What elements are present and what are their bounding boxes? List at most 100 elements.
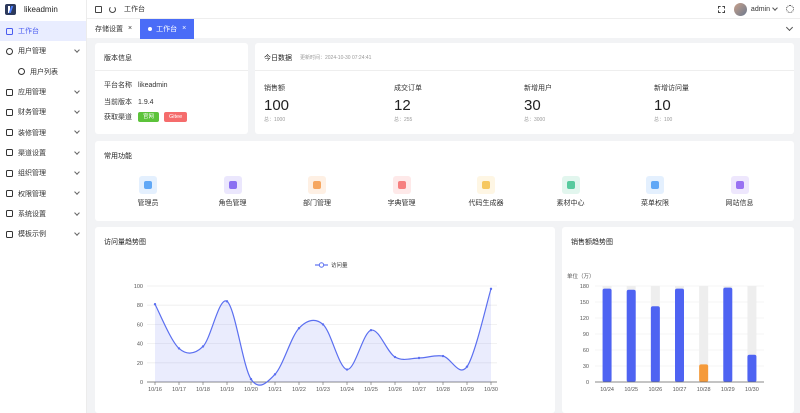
visits-trend-card: 访问量趋势图 0 20 40 60 80 100 10/16 10/17 10/18 10/19 1… (95, 227, 555, 413)
official-site-button[interactable]: 官网 (138, 112, 160, 122)
system-settings-icon (6, 210, 13, 218)
data-point (153, 303, 157, 306)
channel-settings-icon (6, 149, 13, 157)
material-icon (561, 176, 580, 194)
sidebar-menu: 工作台用户管理用户列表 应用管理 财务管理 装修管理 渠道设置组织管理权限管理系统设置模… (0, 21, 86, 244)
website-info-icon (730, 176, 749, 194)
sidebar-item-label: 工作台 (18, 28, 39, 36)
quick-functions-card: 常用功能 管理员 角色管理 部门管理 字典管理 代码生成器 素材中心 菜单权限 网站信息 (95, 141, 794, 221)
y-tick-label: 40 (137, 342, 143, 348)
x-tick-label: 10/30 (484, 387, 498, 393)
legend-marker (318, 262, 325, 268)
quick-item[interactable]: 菜单权限 (620, 176, 690, 208)
admin-icon (139, 176, 157, 194)
stat-visits-value: 10 (654, 97, 671, 114)
tab-workbench[interactable]: 工作台 × (140, 18, 195, 39)
sidebar-item-app-management[interactable]: 应用管理 (0, 82, 86, 102)
y-tick-label: 30 (583, 364, 589, 370)
refresh-icon[interactable] (109, 5, 116, 13)
chevron-down-icon (74, 108, 80, 115)
x-tick-label: 10/25 (364, 387, 378, 393)
data-point (369, 328, 373, 332)
decoration-management-icon (6, 129, 13, 137)
collapse-sidebar-icon[interactable] (95, 5, 102, 13)
stat-sales-total: 总：1000 (264, 117, 286, 123)
app-management-icon (6, 88, 13, 96)
sidebar-item-system-settings[interactable]: 系统设置 (0, 204, 86, 224)
data-point (249, 377, 253, 381)
sidebar-item-label: 组织管理 (18, 170, 46, 178)
sidebar-item-label: 用户管理 (18, 48, 46, 56)
chevron-down-icon (74, 88, 80, 94)
sidebar-item-finance-management[interactable]: 财务管理 (0, 102, 86, 122)
sales-bar[interactable] (723, 287, 733, 382)
menu-permission-icon (646, 176, 664, 194)
data-point (225, 300, 229, 303)
quick-item-label: 角色管理 (218, 200, 247, 207)
stat-orders-label: 成交订单 (394, 85, 422, 92)
chevron-down-icon (74, 128, 80, 135)
data-point (417, 356, 421, 360)
active-dot-icon (148, 26, 153, 31)
visits-area (155, 288, 491, 386)
chevron-down-icon (74, 209, 80, 216)
x-tick-label: 10/27 (412, 387, 426, 393)
quick-item-label: 代码生成器 (468, 200, 504, 207)
sales-bar[interactable] (626, 289, 636, 382)
y-tick-label: 0 (140, 380, 143, 386)
sidebar-item-template-examples[interactable]: 模板示例 (0, 224, 86, 244)
sidebar-item-organization-management[interactable]: 组织管理 (0, 163, 86, 183)
organization-management-icon (6, 169, 13, 177)
sales-bar[interactable] (650, 306, 660, 382)
sidebar-item-label: 系统设置 (18, 210, 46, 218)
x-tick-label: 10/24 (600, 387, 614, 393)
data-point (201, 345, 205, 348)
chevron-down-icon (74, 189, 80, 196)
sales-bar[interactable] (747, 354, 757, 382)
logo[interactable]: likeadmin (0, 0, 86, 18)
sales-bar[interactable] (675, 288, 684, 382)
gitee-button[interactable]: Gitee (164, 112, 188, 122)
channel-row: 获取渠道 官网 Gitee (104, 112, 192, 122)
sales-trend-card: 销售额趋势图 单位（万） 0 30 60 90 120 150 180 10/24 10/25 10… (562, 227, 794, 413)
gear-icon[interactable] (786, 5, 794, 13)
user-name[interactable]: admin (750, 5, 770, 13)
chevron-down-icon[interactable] (772, 5, 778, 11)
sidebar-item-channel-settings[interactable]: 渠道设置 (0, 143, 86, 163)
stat-sales-label: 销售额 (264, 85, 285, 92)
platform-name-label: 平台名称 (104, 82, 132, 89)
close-icon[interactable]: × (182, 25, 187, 32)
sidebar-item-user-management[interactable]: 用户管理 (0, 41, 86, 61)
card-title: 访问量趋势图 (104, 239, 146, 246)
card-title: 销售额趋势图 (571, 239, 613, 246)
sidebar-item-user-list[interactable]: 用户列表 (0, 62, 86, 82)
quick-item[interactable]: 角色管理 (198, 176, 268, 208)
sidebar-item-decoration-management[interactable]: 装修管理 (0, 122, 86, 142)
quick-item[interactable]: 字典管理 (367, 176, 437, 208)
quick-item[interactable]: 素材中心 (536, 176, 606, 208)
x-tick-label: 10/17 (172, 387, 186, 393)
y-tick-label: 150 (580, 300, 589, 306)
data-point (297, 327, 301, 330)
avatar[interactable] (733, 2, 747, 16)
fullscreen-icon[interactable] (717, 5, 725, 13)
quick-item[interactable]: 部门管理 (282, 176, 352, 208)
tab-label: 存储设置 (95, 25, 123, 33)
quick-item[interactable]: 网站信息 (705, 176, 775, 208)
y-axis-unit-label: 单位（万） (567, 272, 595, 280)
chevron-down-icon[interactable] (785, 23, 794, 32)
quick-item[interactable]: 代码生成器 (451, 176, 521, 208)
close-icon[interactable]: × (128, 25, 133, 32)
sidebar-item-permission-management[interactable]: 权限管理 (0, 183, 86, 203)
sidebar-item-workbench[interactable]: 工作台 (0, 21, 86, 42)
data-point (489, 287, 493, 291)
tab-storage-settings[interactable]: 存储设置 × (87, 19, 140, 39)
sales-bar[interactable] (602, 288, 612, 382)
chevron-down-icon (74, 47, 80, 54)
x-tick-label: 10/27 (673, 387, 687, 393)
quick-item[interactable]: 管理员 (113, 176, 183, 208)
card-title: 常用功能 (104, 153, 132, 160)
legend-label[interactable]: 访问量 (331, 261, 348, 269)
role-icon (223, 176, 242, 194)
sales-bar[interactable] (699, 364, 709, 382)
